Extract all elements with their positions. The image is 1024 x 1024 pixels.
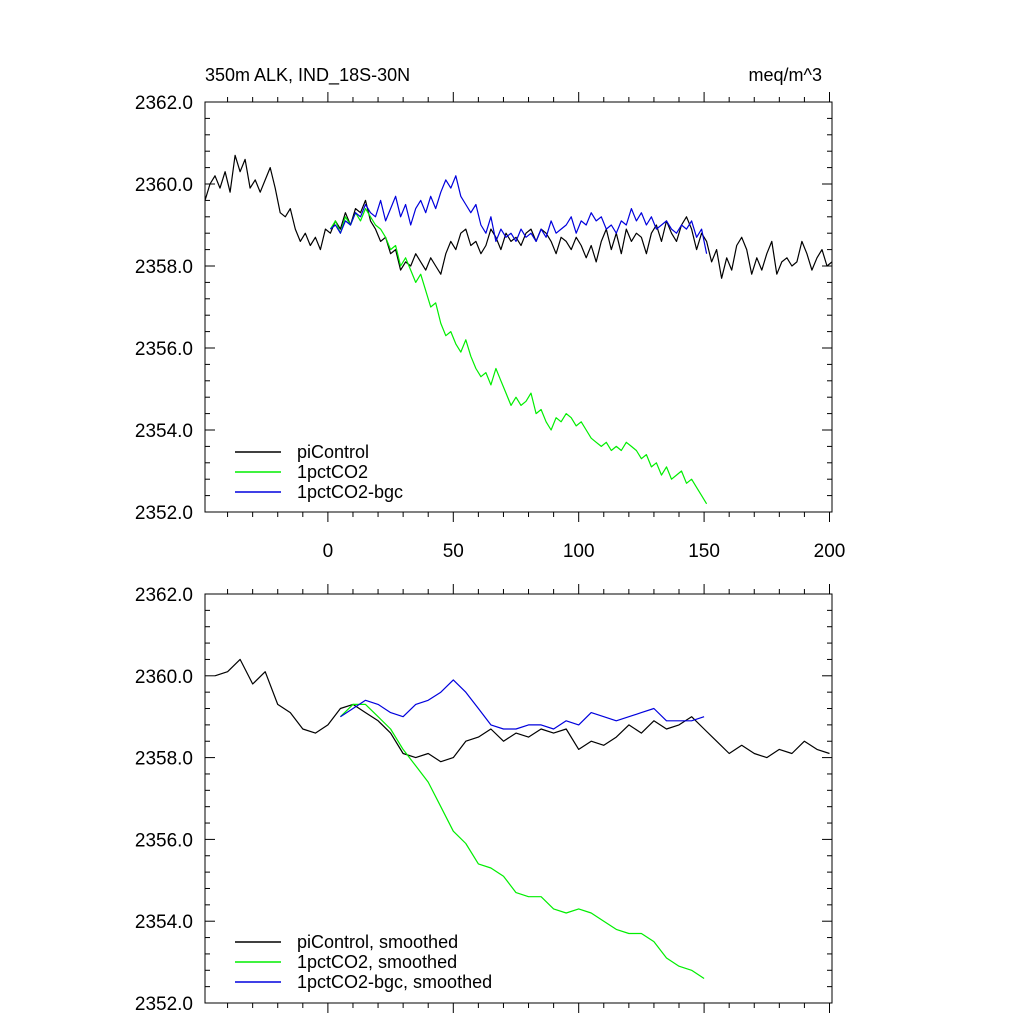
series-line-1pctCO2-bgc: [340, 679, 705, 730]
x-tick-label: 50: [443, 541, 464, 562]
bottom-panel: 2352.0 2354.0 2356.0 2358.0 2360.0 2362.0 piCo…: [135, 584, 833, 1015]
legend-label: 1pctCO2-bgc, smoothed: [297, 972, 492, 992]
y-tick-label: 2362.0: [135, 93, 193, 114]
legend-label: 1pctCO2, smoothed: [297, 952, 457, 972]
y-tick-label: 2360.0: [135, 667, 193, 688]
legend-label: piControl, smoothed: [297, 932, 458, 952]
x-tick-label: 200: [814, 541, 846, 562]
y-tick-label: 2356.0: [135, 339, 193, 360]
units-label: meq/m^3: [749, 65, 822, 85]
top-panel: 2352.0 2354.0 2356.0 2358.0 2360.0 2362.0 0 50 1…: [135, 92, 845, 562]
y-tick-label: 2358.0: [135, 749, 193, 770]
y-tick-label: 2354.0: [135, 912, 193, 933]
legend-label: 1pctCO2-bgc: [297, 482, 403, 502]
y-tick-label: 2352.0: [135, 994, 193, 1015]
y-tick-label: 2352.0: [135, 503, 193, 524]
y-tick-label: 2358.0: [135, 257, 193, 278]
series-line-piControl: [204, 154, 833, 279]
x-tick-label: 150: [688, 541, 720, 562]
x-tick-label: 0: [323, 541, 334, 562]
y-tick-label: 2360.0: [135, 175, 193, 196]
y-tick-label: 2354.0: [135, 421, 193, 442]
legend-label: piControl: [297, 442, 369, 462]
series-line-1pctCO2: [329, 208, 708, 505]
legend-label: 1pctCO2: [297, 462, 368, 482]
series-line-piControl: [214, 658, 830, 763]
series-line-1pctCO2-bgc: [330, 175, 708, 254]
plot-frame: [204, 593, 833, 1004]
y-tick-label: 2362.0: [135, 585, 193, 606]
plot-frame: [204, 101, 833, 513]
y-tick-label: 2356.0: [135, 830, 193, 851]
chart-title: 350m ALK, IND_18S-30N: [205, 65, 410, 86]
x-tick-label: 100: [563, 541, 595, 562]
series-line-1pctCO2: [339, 703, 705, 980]
